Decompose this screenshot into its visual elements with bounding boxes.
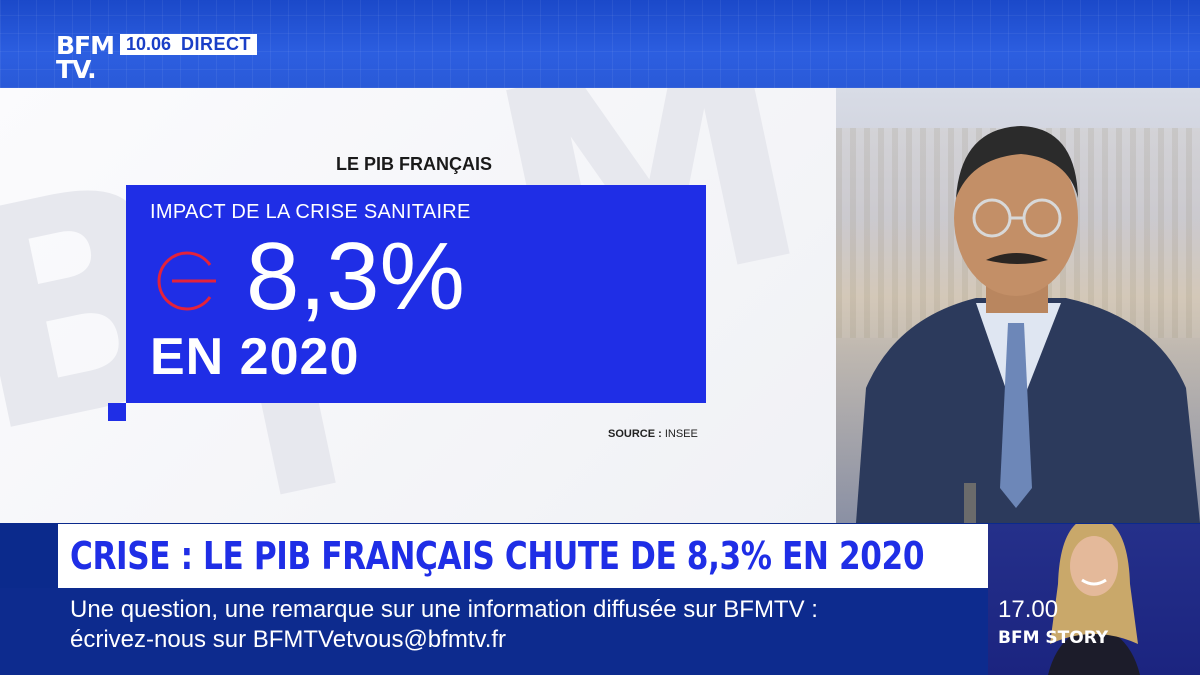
logo-line-1: BFM <box>56 31 115 60</box>
gdp-drop-value: 8,3% <box>246 223 465 330</box>
live-label: DIRECT <box>181 34 252 54</box>
info-ticker: Une question, une remarque sur une infor… <box>0 588 988 675</box>
studio-camera-feed <box>836 88 1200 523</box>
source-value: INSEE <box>664 428 698 440</box>
infographic-title: LE PIB FRANÇAIS <box>336 154 493 174</box>
guest-portrait <box>856 126 1200 523</box>
impact-card: IMPACT DE LA CRISE SANITAIRE 8,3% EN 202… <box>126 185 706 403</box>
ticker-line-2: écrivez-nous sur BFMTVetvous@bfmtv.fr <box>70 626 507 653</box>
impact-subtitle: IMPACT DE LA CRISE SANITAIRE <box>150 201 471 223</box>
source-label: SOURCE : <box>608 428 662 440</box>
clock-time: 10.06 <box>126 34 172 54</box>
top-band <box>0 0 1200 88</box>
infographic-panel: B F M LE PIB FRANÇAIS IMPACT DE LA CRISE… <box>0 88 836 523</box>
minus-circle-icon <box>157 251 216 311</box>
ticker-line-1: Une question, une remarque sur une infor… <box>70 596 818 623</box>
logo-line-2: TV. <box>56 55 97 84</box>
presenter-portrait <box>1048 524 1140 675</box>
next-program-card: 17.00 BFM STORY <box>988 524 1200 675</box>
accent-square <box>108 403 126 421</box>
next-program-time: 17.00 <box>998 596 1059 623</box>
impact-year: EN 2020 <box>150 328 360 386</box>
source-note: SOURCE : INSEE <box>608 428 698 440</box>
bfmtv-logo: BFM TV. <box>56 31 116 84</box>
headline-text: CRISE : LE PIB FRANÇAIS CHUTE DE 8,3% EN… <box>70 534 925 578</box>
headline-banner: CRISE : LE PIB FRANÇAIS CHUTE DE 8,3% EN… <box>58 524 988 588</box>
next-program-title: BFM STORY <box>998 628 1109 648</box>
live-time-badge: 10.06 DIRECT <box>120 34 258 55</box>
